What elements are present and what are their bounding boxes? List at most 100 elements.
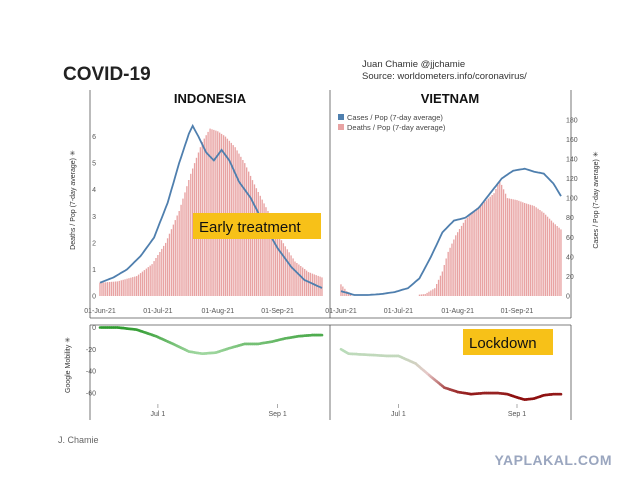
vietnam-y-tick: 20 bbox=[566, 274, 574, 281]
vietnam-death-bar bbox=[510, 198, 512, 296]
vietnam-death-bar bbox=[426, 292, 428, 296]
vietnam-death-bar bbox=[430, 290, 432, 296]
vietnam-death-bar bbox=[506, 198, 509, 296]
vietnam-x-tick: 01-Jun-21 bbox=[325, 308, 357, 315]
indonesia-death-bar bbox=[163, 245, 165, 296]
indonesia-y-tick: 6 bbox=[92, 134, 96, 141]
indonesia-death-bar bbox=[257, 192, 259, 296]
early-treatment-box bbox=[193, 213, 321, 239]
vietnam-death-bar bbox=[550, 220, 553, 296]
indonesia-death-bar bbox=[151, 264, 153, 296]
indonesia-death-bar bbox=[178, 211, 180, 296]
vietnam-death-bar bbox=[535, 207, 537, 296]
vietnam-death-bar bbox=[480, 205, 482, 296]
indonesia-death-bar bbox=[211, 129, 213, 296]
indonesia-death-bar bbox=[136, 276, 138, 296]
indonesia-y-axis-label: Deaths / Pop (7-day average) ✳ bbox=[69, 150, 77, 250]
indonesia-death-bar bbox=[159, 252, 161, 296]
indonesia-y-tick: 4 bbox=[92, 187, 96, 194]
indonesia-death-bar bbox=[186, 186, 188, 296]
vietnam-death-bar bbox=[497, 184, 499, 296]
indonesia-death-bar bbox=[112, 281, 115, 296]
indonesia-death-bar bbox=[271, 219, 273, 296]
indonesia-death-bar bbox=[290, 255, 292, 296]
indonesia-death-bar bbox=[130, 277, 132, 296]
vietnam-death-bar bbox=[495, 189, 497, 296]
vietnam-death-bar bbox=[558, 227, 560, 296]
indonesia-death-bar bbox=[182, 198, 184, 296]
indonesia-death-bar bbox=[188, 180, 190, 296]
vietnam-y-tick: 0 bbox=[566, 294, 570, 301]
lockdown-box bbox=[463, 329, 553, 355]
indonesia-death-bar bbox=[307, 272, 310, 296]
vietnam-death-bar bbox=[499, 180, 501, 296]
indonesia-death-bar bbox=[118, 280, 120, 296]
lockdown-text: Lockdown bbox=[469, 335, 537, 352]
vietnam-death-bar bbox=[451, 243, 453, 296]
mobility-y-axis-label: Google Mobility ✳ bbox=[64, 337, 72, 393]
figure-title: COVID-19 bbox=[63, 64, 151, 85]
indonesia-death-bar bbox=[110, 281, 113, 296]
indonesia-death-bar bbox=[132, 277, 134, 296]
indonesia-y-tick: 3 bbox=[92, 214, 96, 221]
vietnam-death-bar bbox=[458, 229, 461, 296]
vietnam-death-bar bbox=[543, 212, 545, 296]
indonesia-death-bar bbox=[305, 270, 308, 296]
legend-swatch-deaths bbox=[338, 124, 344, 130]
vietnam-death-bar bbox=[445, 258, 447, 296]
indonesia-death-bar bbox=[286, 249, 288, 296]
indonesia-y-tick: 5 bbox=[92, 161, 96, 168]
indonesia-death-bar bbox=[128, 278, 130, 296]
vietnam-death-bar bbox=[481, 203, 484, 296]
indonesia-death-bar bbox=[269, 215, 271, 296]
vietnam-y-tick: 80 bbox=[566, 215, 574, 222]
vietnam-death-bar bbox=[476, 208, 478, 296]
indonesia-death-bar bbox=[311, 273, 314, 296]
vietnam-death-bar bbox=[432, 289, 434, 296]
vietnam-death-bar bbox=[546, 216, 549, 296]
indonesia-death-bar bbox=[101, 282, 103, 296]
indonesia-death-bar bbox=[263, 203, 265, 296]
lockdown-note: Lockdown bbox=[463, 329, 553, 355]
vietnam-death-bar bbox=[489, 196, 491, 296]
indonesia-death-bar bbox=[157, 255, 159, 296]
vietnam-y-tick: 100 bbox=[566, 196, 578, 203]
indonesia-death-bar bbox=[213, 129, 215, 296]
vietnam-y-tick: 160 bbox=[566, 137, 578, 144]
indonesia-y-tick: 1 bbox=[92, 267, 96, 274]
indonesia-death-bar bbox=[184, 192, 186, 296]
vietnam-x-tick: 01-Aug-21 bbox=[441, 308, 474, 315]
vietnam-death-bar bbox=[491, 195, 493, 296]
indonesia-death-bar bbox=[139, 273, 142, 296]
indonesia-death-bar bbox=[253, 184, 256, 296]
vietnam-legend: Cases / Pop (7-day average) Deaths / Pop… bbox=[338, 113, 446, 132]
vietnam-death-bar bbox=[420, 294, 423, 296]
indonesia-death-bar bbox=[153, 261, 155, 296]
vietnam-death-bar bbox=[512, 199, 514, 296]
indonesia-death-bar bbox=[105, 282, 107, 296]
vietnam-death-bar bbox=[531, 205, 533, 296]
panel-frames bbox=[89, 90, 572, 420]
indonesia-death-bar bbox=[161, 248, 163, 296]
legend-label-cases: Cases / Pop (7-day average) bbox=[347, 113, 443, 122]
indonesia-x-tick: Jul 1 bbox=[151, 411, 166, 418]
watermark: YAPLAKAL.COM bbox=[495, 452, 613, 468]
indonesia-death-bar bbox=[209, 128, 211, 296]
indonesia-death-bar bbox=[134, 276, 136, 296]
vietnam-cases-line bbox=[340, 167, 562, 296]
indonesia-death-bar bbox=[278, 236, 281, 296]
plot-layer: 0 1 2 3 4 5 6 01-Jun-21 01-Jul-21 01-Aug-21 01-Sep… bbox=[84, 117, 578, 418]
mobility-y-tick: -40 bbox=[86, 369, 96, 376]
indonesia-death-bar bbox=[143, 270, 146, 296]
mobility-y-tick: -60 bbox=[86, 391, 96, 398]
vietnam-death-bar bbox=[453, 239, 455, 296]
vietnam-y-tick: 180 bbox=[566, 117, 578, 124]
indonesia-death-bar bbox=[174, 220, 176, 296]
author-credit: Juan Chamie @jjchamie bbox=[362, 59, 465, 70]
indonesia-death-bar bbox=[180, 204, 182, 296]
vietnam-y-tick: 60 bbox=[566, 235, 574, 242]
vietnam-x-tick: 01-Sep-21 bbox=[501, 308, 534, 315]
legend-swatch-cases bbox=[338, 114, 344, 120]
indonesia-death-bar bbox=[145, 268, 148, 296]
